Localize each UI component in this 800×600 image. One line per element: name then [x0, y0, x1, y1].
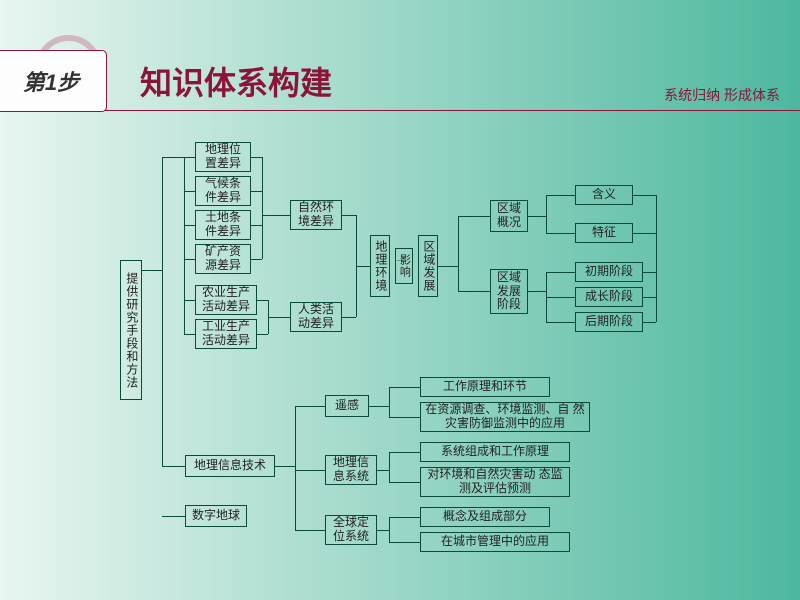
node-climate: 气候条 件差异 [195, 176, 251, 206]
node-natural-env: 自然环 境差异 [290, 200, 342, 230]
node-gis2: 对环境和自然灾害动 态监测及评估预测 [420, 467, 570, 497]
node-geo-loc: 地理位 置差异 [195, 142, 251, 172]
node-stage2: 成长阶段 [575, 287, 643, 307]
node-feature: 特征 [575, 223, 633, 243]
node-indus: 工业生产 活动差异 [195, 319, 257, 349]
node-land: 土地条 件差异 [195, 210, 251, 240]
node-gps: 全球定 位系统 [325, 515, 377, 545]
page-subtitle: 系统归纳 形成体系 [664, 85, 780, 105]
node-rs1: 工作原理和环节 [420, 377, 550, 397]
header: 第1步 知识体系构建 系统归纳 形成体系 [0, 0, 800, 111]
arrow-icon: → [395, 254, 405, 265]
node-git: 地理信息技术 [185, 455, 275, 477]
node-gis1: 系统组成和工作原理 [420, 442, 570, 462]
node-agri: 农业生产 活动差异 [195, 285, 257, 315]
node-digital: 数字地球 [185, 505, 247, 527]
node-overview: 区域 概况 [490, 200, 528, 232]
node-region-dev: 区域发展 [418, 235, 438, 297]
node-gps1: 概念及组成部分 [420, 507, 550, 527]
node-stage3: 后期阶段 [575, 312, 643, 332]
node-stages: 区域 发展 阶段 [490, 269, 528, 314]
node-meaning: 含义 [575, 185, 633, 205]
node-mineral: 矿产资 源差异 [195, 244, 251, 274]
page-title: 知识体系构建 [140, 58, 332, 104]
root-node: 提供研究手段和方法 [120, 260, 142, 400]
step-badge: 第1步 [0, 50, 107, 112]
node-geo-env: 地理环境 [370, 235, 390, 297]
step-text: 第1步 [23, 65, 79, 97]
node-stage1: 初期阶段 [575, 262, 643, 282]
node-gps2: 在城市管理中的应用 [420, 532, 570, 552]
node-human-act: 人类活 动差异 [290, 302, 342, 332]
node-gis: 地理信 息系统 [325, 455, 377, 485]
node-rs2: 在资源调查、环境监测、自 然灾害防御监测中的应用 [420, 402, 590, 432]
node-rs: 遥感 [325, 395, 369, 417]
concept-diagram: 提供研究手段和方法 地理位 置差异 气候条 件差异 土地条 件差异 矿产资 源差… [0, 130, 800, 590]
